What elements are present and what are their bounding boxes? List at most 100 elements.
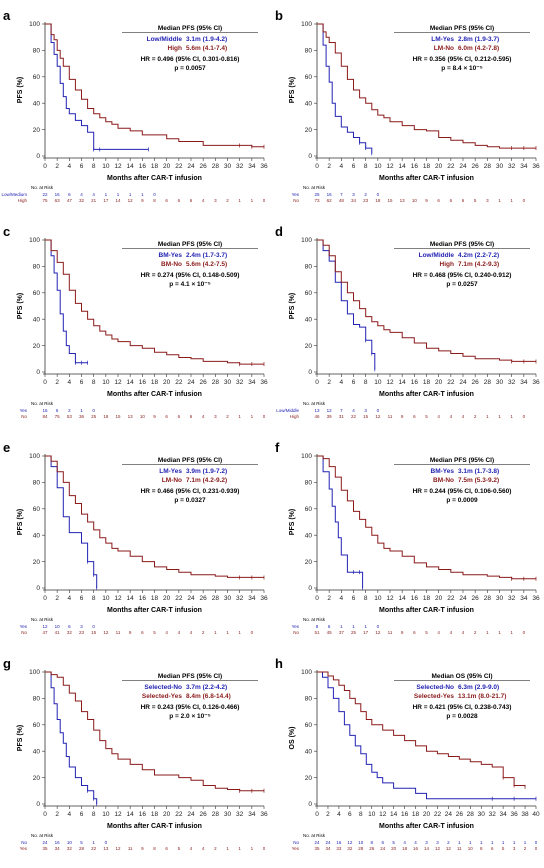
x-tick-label: 6 (348, 811, 352, 818)
risk-count: 1 (486, 630, 489, 635)
x-tick-label: 28 (212, 379, 220, 386)
x-tick-label: 4 (68, 595, 72, 602)
risk-count: 24 (380, 846, 386, 851)
x-tick-label: 20 (163, 379, 171, 386)
risk-count: 24 (42, 840, 48, 845)
risk-count: 9 (153, 414, 156, 419)
x-tick-label: 10 (102, 811, 110, 818)
x-tick-label: 30 (496, 379, 504, 386)
risk-count: 4 (414, 840, 417, 845)
x-tick-label: 22 (175, 811, 183, 818)
risk-count: 1 (510, 630, 513, 635)
risk-count: 8 (316, 624, 319, 629)
risk-count: 12 (435, 846, 441, 851)
risk-group-label: No (21, 630, 27, 635)
risk-count: 6 (141, 630, 144, 635)
risk-count: 34 (325, 846, 331, 851)
legend-name: LM-Yes (431, 36, 454, 43)
risk-count: 4 (352, 408, 355, 413)
risk-count: 6 (413, 630, 416, 635)
risk-count: 1 (129, 192, 132, 197)
y-tick-label: 20 (33, 775, 41, 782)
risk-count: 2 (214, 846, 217, 851)
x-tick-label: 28 (212, 595, 220, 602)
risk-count: 3 (513, 846, 516, 851)
risk-count: 8 (153, 846, 156, 851)
risk-count: 51 (314, 630, 320, 635)
x-tick-label: 2 (55, 379, 59, 386)
risk-count: 1 (524, 840, 527, 845)
risk-count: 32 (67, 846, 73, 851)
x-tick-label: 20 (435, 379, 443, 386)
risk-count: 5 (474, 198, 477, 203)
risk-group-label: Low/Middle (276, 408, 299, 413)
legend-median: 3.7m (2.2-4.2) (186, 684, 227, 691)
y-tick-label: 60 (33, 290, 41, 297)
risk-header: No. at Risk (303, 833, 326, 838)
risk-header: No. at Risk (31, 185, 54, 190)
y-tick-label: 60 (305, 290, 313, 297)
y-tick-label: 20 (33, 343, 41, 350)
risk-count: 12 (327, 408, 333, 413)
risk-count: 32 (67, 630, 73, 635)
risk-count: 33 (336, 846, 342, 851)
x-tick-label: 16 (411, 163, 419, 170)
y-tick-label: 0 (36, 585, 40, 592)
risk-count: 25 (314, 192, 320, 197)
risk-count: 34 (55, 846, 61, 851)
risk-count: 35 (314, 846, 320, 851)
km-curve-red (45, 455, 264, 578)
risk-count: 3 (80, 624, 83, 629)
x-tick-label: 8 (359, 811, 363, 818)
risk-count: 24 (314, 840, 320, 845)
x-tick-label: 18 (151, 811, 159, 818)
risk-count: 4 (403, 840, 406, 845)
risk-count: 0 (92, 624, 95, 629)
legend-median: 3.1m (1.7-3.8) (458, 468, 499, 475)
km-curve-red (317, 455, 536, 580)
risk-count: 13 (128, 414, 134, 419)
legend-median: 4.2m (2.2-7.2) (458, 252, 499, 259)
risk-count: 11 (388, 630, 393, 635)
x-tick-label: 22 (447, 379, 455, 386)
x-tick-label: 18 (423, 595, 431, 602)
km-curve-red (45, 239, 264, 365)
risk-count: 6 (165, 846, 168, 851)
risk-count: 15 (115, 414, 121, 419)
x-tick-label: 12 (386, 595, 394, 602)
legend-name: BM-No (161, 261, 182, 268)
risk-count: 63 (55, 198, 61, 203)
x-tick-label: 16 (139, 811, 147, 818)
y-axis-label: PFS (%) (17, 725, 24, 751)
x-tick-label: 24 (459, 595, 467, 602)
p-value: p = 0.0327 (174, 497, 206, 504)
legend-median: 2.8m (1.9-3.7) (458, 36, 499, 43)
x-tick-label: 18 (151, 595, 159, 602)
risk-count: 25 (351, 630, 357, 635)
x-tick-label: 10 (368, 811, 376, 818)
legend-name: Selected-No (416, 684, 454, 691)
x-tick-label: 26 (200, 595, 208, 602)
x-tick-label: 12 (114, 379, 122, 386)
x-tick-label: 40 (532, 811, 540, 818)
panel-label: h (275, 656, 283, 671)
risk-count: 8 (370, 840, 373, 845)
x-tick-label: 24 (187, 595, 195, 602)
legend-median: 2.4m (1.7-3.7) (186, 252, 227, 259)
x-tick-label: 18 (151, 163, 159, 170)
x-tick-label: 10 (102, 163, 110, 170)
x-tick-label: 32 (508, 595, 516, 602)
risk-count: 47 (67, 198, 73, 203)
risk-count: 1 (251, 414, 254, 419)
y-axis-label: PFS (%) (289, 509, 296, 535)
y-tick-label: 100 (29, 21, 40, 28)
risk-count: 12 (103, 630, 109, 635)
x-tick-label: 4 (340, 163, 344, 170)
risk-count: 1 (238, 198, 241, 203)
risk-count: 16 (55, 192, 61, 197)
legend: Median PFS (95% CI) BM-Yes 2.4m (1.7-3.7) B… (122, 241, 258, 288)
